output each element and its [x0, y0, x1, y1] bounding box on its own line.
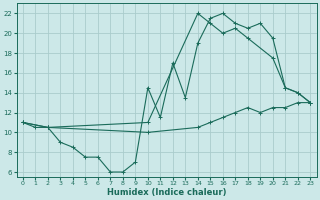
X-axis label: Humidex (Indice chaleur): Humidex (Indice chaleur) — [107, 188, 226, 197]
